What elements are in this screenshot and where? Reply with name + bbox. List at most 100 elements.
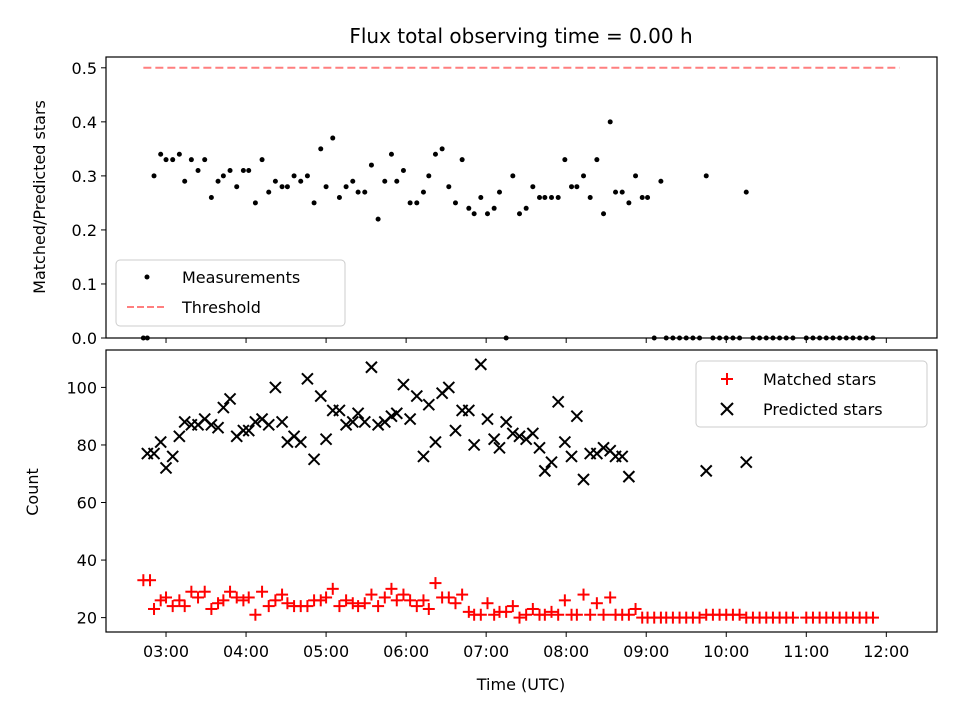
predicted-point	[269, 381, 282, 394]
matched-point	[320, 591, 333, 604]
predicted-point	[597, 441, 610, 455]
matched-point	[462, 605, 475, 618]
measurement-point	[537, 195, 543, 200]
measurement-point	[272, 178, 278, 184]
matched-point	[378, 591, 391, 604]
measurement-point	[471, 211, 477, 217]
measurement-point	[336, 195, 342, 200]
measurement-point	[730, 335, 736, 341]
legend-threshold-label: Threshold	[181, 298, 261, 317]
matched-point	[513, 611, 526, 624]
measurement-point	[683, 335, 689, 341]
x-tick-label: 08:00	[543, 642, 589, 661]
predicted-point	[365, 361, 378, 374]
bottom-y-tick-label: 40	[77, 551, 97, 570]
measurement-point	[466, 205, 472, 211]
matched-point	[365, 588, 378, 601]
measurement-point	[323, 184, 329, 190]
predicted-point	[205, 418, 218, 432]
measurement-point	[208, 195, 214, 200]
measurement-point	[555, 195, 561, 200]
measurements-series	[140, 119, 876, 341]
matched-point	[526, 602, 539, 615]
matched-point	[786, 611, 799, 624]
predicted-stars-series	[141, 358, 753, 486]
measurement-point	[414, 200, 420, 206]
measurement-point	[670, 335, 676, 341]
measurement-point	[830, 335, 836, 341]
matched-point	[148, 602, 161, 615]
predicted-point	[487, 432, 501, 446]
measurement-point	[266, 189, 272, 195]
predicted-point	[526, 427, 540, 440]
top-y-tick-label: 0.2	[72, 221, 97, 240]
matched-point	[217, 594, 230, 607]
top-y-tick-label: 0.3	[72, 167, 97, 186]
measurement-point	[503, 335, 509, 341]
measurement-point	[837, 335, 843, 341]
matched-point	[552, 608, 565, 621]
matched-point	[506, 600, 519, 613]
matched-point	[372, 600, 385, 613]
measurement-point	[215, 178, 221, 184]
measurement-point	[291, 173, 297, 179]
measurement-point	[549, 195, 555, 200]
matched-point	[192, 591, 205, 604]
measurement-point	[530, 184, 536, 190]
matched-point	[166, 600, 179, 613]
matched-point	[198, 585, 211, 598]
predicted-point	[481, 412, 494, 426]
measurement-point	[446, 184, 452, 190]
matched-point	[404, 594, 417, 607]
predicted-point	[346, 415, 359, 429]
measurement-point	[703, 173, 709, 179]
predicted-point	[147, 447, 161, 460]
measurement-point	[382, 178, 388, 184]
measurement-point	[407, 200, 413, 206]
measurement-point	[246, 167, 252, 173]
predicted-point	[570, 409, 584, 423]
predicted-point	[449, 424, 462, 437]
top-y-tick-label: 0.5	[72, 59, 97, 78]
measurement-point	[803, 335, 809, 341]
measurement-point	[594, 157, 600, 163]
measurement-point	[574, 184, 580, 190]
matched-point	[326, 582, 339, 595]
predicted-point	[217, 401, 230, 414]
predicted-point	[237, 424, 250, 437]
measurement-point	[619, 189, 625, 195]
matched-point	[449, 597, 462, 610]
matched-point	[570, 608, 583, 621]
measurement-point	[343, 184, 349, 190]
matched-point	[314, 594, 327, 607]
measurement-point	[182, 178, 188, 184]
bottom-legend-box	[695, 360, 928, 428]
matched-point	[185, 585, 198, 598]
x-tick-label: 09:00	[623, 642, 669, 661]
measurement-point	[330, 135, 336, 141]
predicted-point	[533, 441, 546, 455]
predicted-point	[159, 461, 173, 475]
chart-title: Flux total observing time = 0.00 h	[349, 24, 692, 48]
matched-point	[154, 594, 167, 607]
top-legend: Measurements Threshold	[115, 259, 346, 327]
bottom-legend: Matched stars Predicted stars	[695, 360, 928, 428]
top-y-ticks: 0.0 0.1 0.2 0.3 0.4 0.5	[72, 59, 106, 348]
predicted-point	[513, 430, 526, 443]
predicted-point	[551, 395, 565, 409]
predicted-point	[467, 438, 481, 452]
measurement-point	[491, 205, 497, 211]
predicted-point	[397, 378, 410, 391]
matched-point	[212, 597, 225, 610]
matched-point	[346, 597, 359, 610]
matched-point	[224, 585, 237, 598]
matched-point	[622, 608, 635, 621]
predicted-point	[242, 424, 255, 437]
legend-predicted-marker	[720, 402, 734, 416]
predicted-point	[565, 450, 578, 463]
measurement-point	[195, 167, 201, 173]
measurement-point	[259, 157, 265, 163]
measurement-point	[170, 157, 176, 163]
matched-point	[301, 600, 314, 613]
top-x-ticks	[165, 338, 887, 343]
